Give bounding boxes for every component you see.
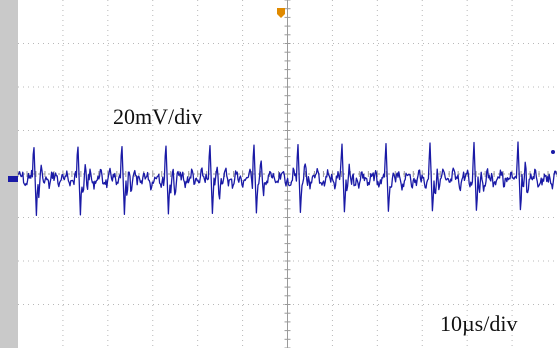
- vertical-scale-label: 20mV/div: [113, 104, 202, 129]
- left-border-bar: [0, 0, 18, 348]
- grid: [18, 0, 557, 348]
- waveform-trace: [18, 141, 557, 217]
- horizontal-scale-label: 10µs/div: [440, 311, 517, 336]
- channel-marker: [8, 176, 18, 182]
- trigger-marker: [277, 8, 285, 18]
- right-edge-marker: [551, 150, 555, 154]
